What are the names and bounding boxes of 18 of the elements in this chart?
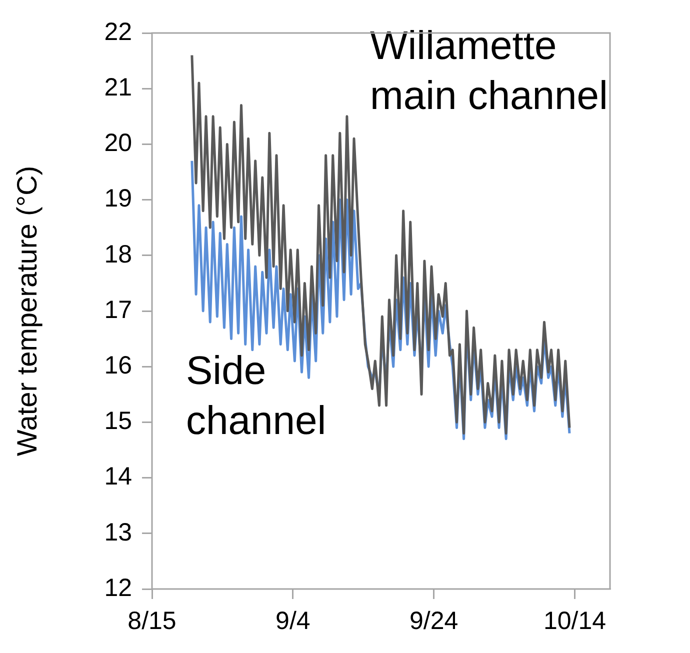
y-axis-title: Water temperature (°C) xyxy=(12,166,43,456)
y-tick-label: 20 xyxy=(104,129,132,158)
x-tick-label: 10/14 xyxy=(543,606,606,635)
x-tick-label: 9/4 xyxy=(276,606,310,635)
y-tick-label: 13 xyxy=(104,518,132,546)
y-tick-label: 12 xyxy=(104,574,132,602)
y-tick-label: 17 xyxy=(104,296,132,324)
y-tick-label: 15 xyxy=(104,407,132,436)
x-tick-label: 9/24 xyxy=(410,606,458,635)
y-tick-label: 16 xyxy=(104,351,132,380)
y-tick-label: 21 xyxy=(104,73,132,102)
y-tick-label: 14 xyxy=(104,462,132,491)
y-tick-label: 22 xyxy=(104,18,132,46)
series-label: Willamette main channel xyxy=(370,24,608,118)
series-label: Side channel xyxy=(186,349,326,444)
y-tick-label: 19 xyxy=(104,184,132,213)
y-tick-label: 18 xyxy=(104,240,132,268)
x-tick-label: 8/15 xyxy=(128,606,176,635)
